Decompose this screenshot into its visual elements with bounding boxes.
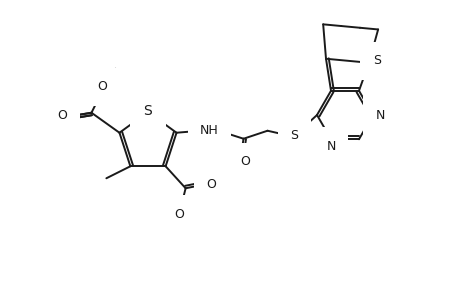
Text: NH: NH — [200, 124, 218, 137]
Text: O: O — [240, 155, 250, 168]
Text: O: O — [97, 80, 107, 93]
Text: O: O — [57, 109, 67, 122]
Text: O: O — [174, 208, 184, 221]
Text: N: N — [325, 140, 335, 153]
Text: N: N — [375, 109, 384, 122]
Text: O: O — [206, 178, 216, 191]
Text: S: S — [143, 104, 152, 118]
Text: S: S — [372, 54, 380, 67]
Text: S: S — [290, 129, 298, 142]
